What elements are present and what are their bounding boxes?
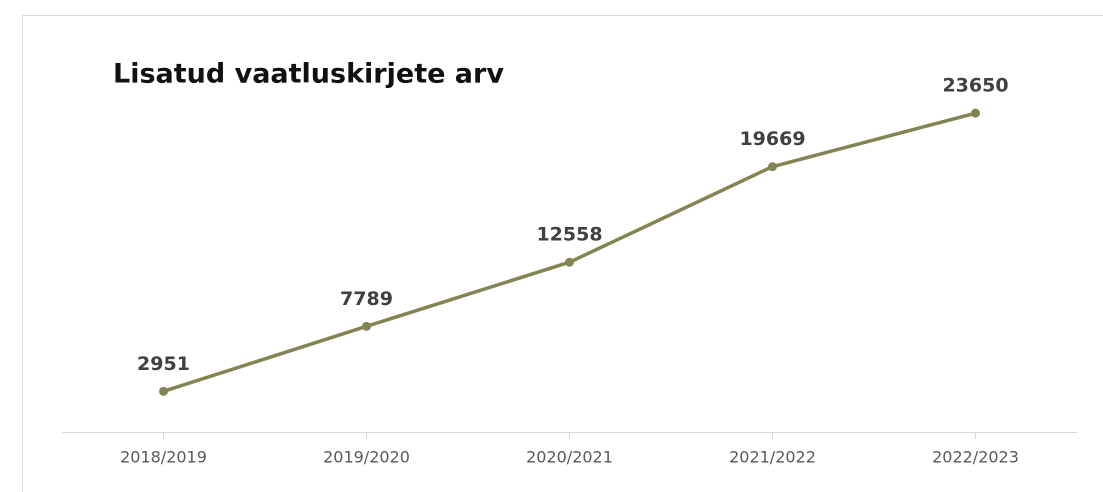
x-tick-label: 2019/2020 [323,448,410,467]
data-point [159,386,168,396]
x-tick-label: 2021/2022 [729,448,816,467]
chart-title: Lisatud vaatluskirjete arv [113,59,504,90]
x-tick-label: 2018/2019 [120,448,207,467]
data-label: 12558 [536,224,602,246]
x-tick-label: 2022/2023 [932,448,1019,467]
data-label: 7789 [340,288,393,310]
x-tick-label: 2020/2021 [526,448,613,467]
data-label: 23650 [942,75,1008,97]
data-point [768,162,777,172]
data-point [565,257,574,267]
data-label: 19669 [739,128,805,150]
data-label: 2951 [137,353,190,375]
data-point [362,321,371,331]
chart-frame [22,15,1103,492]
data-point [971,108,980,118]
